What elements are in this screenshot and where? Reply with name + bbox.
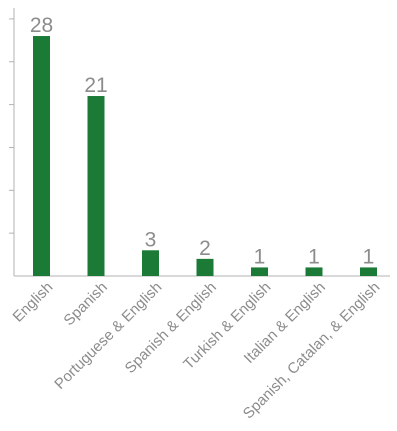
data-label: 3 — [145, 228, 157, 251]
bar — [196, 258, 214, 276]
data-label: 1 — [254, 245, 266, 268]
bar — [87, 96, 105, 276]
data-label: 2 — [199, 237, 211, 260]
bars — [33, 36, 377, 276]
bar — [305, 267, 323, 276]
data-label: 28 — [30, 14, 53, 37]
x-tick-label: Spanish & English — [122, 279, 220, 377]
data-label: 21 — [84, 74, 107, 97]
x-tick-label: Portuguese & English — [51, 279, 165, 393]
y-axis-ticks — [9, 18, 14, 234]
bar — [360, 267, 377, 276]
data-label: 1 — [308, 245, 320, 268]
x-tick-label: English — [10, 279, 57, 326]
bar — [142, 250, 159, 276]
x-tick-label: Spanish — [60, 279, 110, 329]
bar — [33, 36, 50, 276]
data-label: 1 — [363, 245, 375, 268]
bar — [251, 267, 268, 276]
